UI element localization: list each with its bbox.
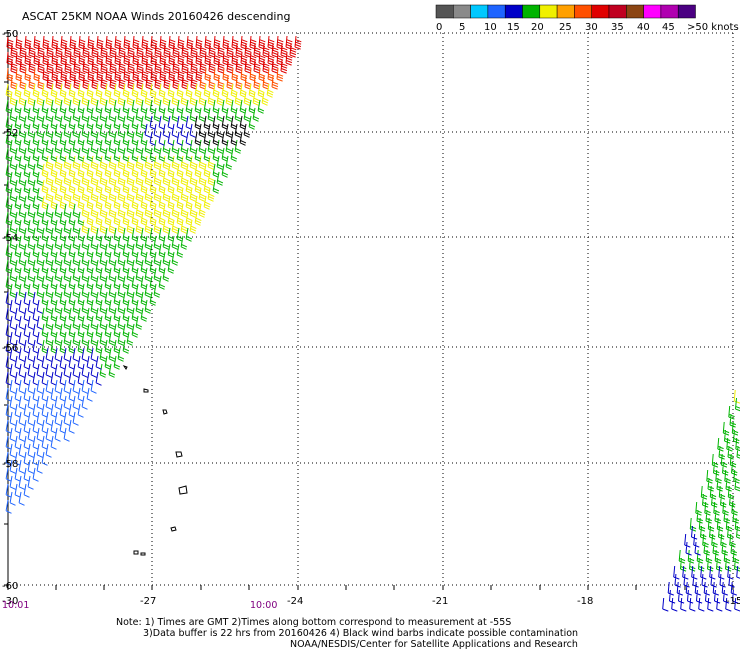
longitude-labels: -30 -27 -24 -21 -18 -15 (2, 596, 740, 607)
island-5 (178, 485, 188, 495)
wind-barb-blue (5, 115, 740, 612)
legend-swatch (487, 4, 506, 19)
lon-label: -21 (432, 596, 448, 607)
legend-swatch (539, 4, 558, 19)
legend-label: 10 (484, 22, 497, 33)
legend-swatch (435, 4, 454, 19)
lon-label: -30 (2, 596, 18, 607)
lat-label: -54 (2, 233, 18, 244)
wind-barbs (5, 35, 740, 612)
legend-swatch (470, 4, 489, 19)
legend-swatch (556, 4, 575, 19)
note-line-3: NOAA/NESDIS/Center for Satellite Applica… (290, 639, 578, 650)
legend-swatch (591, 4, 610, 19)
legend-swatch (522, 4, 541, 19)
legend-swatch (504, 4, 523, 19)
latitude-labels: -50 -52 -54 -56 -58 -60 (2, 29, 18, 592)
legend-label: 35 (611, 22, 624, 33)
wind-barb-black (194, 115, 251, 146)
legend-label: 40 (637, 22, 650, 33)
island-8 (140, 552, 146, 556)
lat-label: -58 (2, 459, 18, 470)
lat-label: -60 (2, 581, 18, 592)
barb-green-group (5, 99, 740, 572)
footnotes: Note: 1) Times are GMT 2)Times along bot… (116, 617, 578, 650)
legend-label: 20 (531, 22, 544, 33)
legend-label: 45 (662, 22, 675, 33)
island-6 (170, 526, 177, 532)
legend-swatch (453, 4, 471, 19)
wind-barb-green (5, 99, 740, 572)
legend-swatch (643, 4, 662, 19)
map-title: ASCAT 25KM NOAA Winds 20160426 descendin… (22, 10, 290, 23)
lon-label: -24 (287, 596, 303, 607)
barb-lightblue-group (5, 379, 97, 514)
barb-blue-group (5, 115, 740, 612)
lon-label: -18 (577, 596, 593, 607)
lon-label: -27 (140, 596, 156, 607)
legend-swatch (677, 4, 696, 19)
lat-label: -52 (2, 128, 18, 139)
lon-label: -15 (726, 596, 740, 607)
wind-barb-lightblue (5, 379, 97, 514)
legend-swatch (660, 4, 679, 19)
speed-legend: 0 5 10 15 20 25 30 35 40 45 >50 knots (435, 4, 739, 33)
wind-barb-orange (6, 67, 284, 90)
barb-orange-group (6, 67, 284, 90)
island-3 (162, 409, 168, 415)
island-4 (175, 451, 183, 458)
legend-swatch (608, 4, 627, 19)
island-2 (143, 388, 149, 393)
note-line-1: Note: 1) Times are GMT 2)Times along bot… (116, 617, 511, 628)
legend-swatch (574, 4, 592, 19)
legend-swatch (626, 4, 644, 19)
island-outlines (122, 365, 188, 556)
legend-label: 30 (585, 22, 598, 33)
legend-label: 5 (459, 22, 465, 33)
legend-label: >50 knots (687, 22, 739, 33)
time-label-left: 10:01 (2, 600, 29, 611)
barb-black-group (194, 115, 251, 146)
legend-label: 25 (559, 22, 572, 33)
island-7 (133, 550, 139, 555)
wind-barb-red (6, 35, 302, 90)
lat-lon-grid (4, 32, 734, 590)
legend-label: 0 (436, 22, 442, 33)
time-label-center: 10:00 (250, 600, 277, 611)
note-line-2: 3)Data buffer is 22 hrs from 20160426 4)… (143, 628, 578, 639)
island-1 (122, 365, 128, 370)
lat-label: -50 (2, 29, 18, 40)
lat-label: -56 (2, 343, 18, 354)
barb-red-group (6, 35, 302, 90)
legend-label: 15 (507, 22, 520, 33)
